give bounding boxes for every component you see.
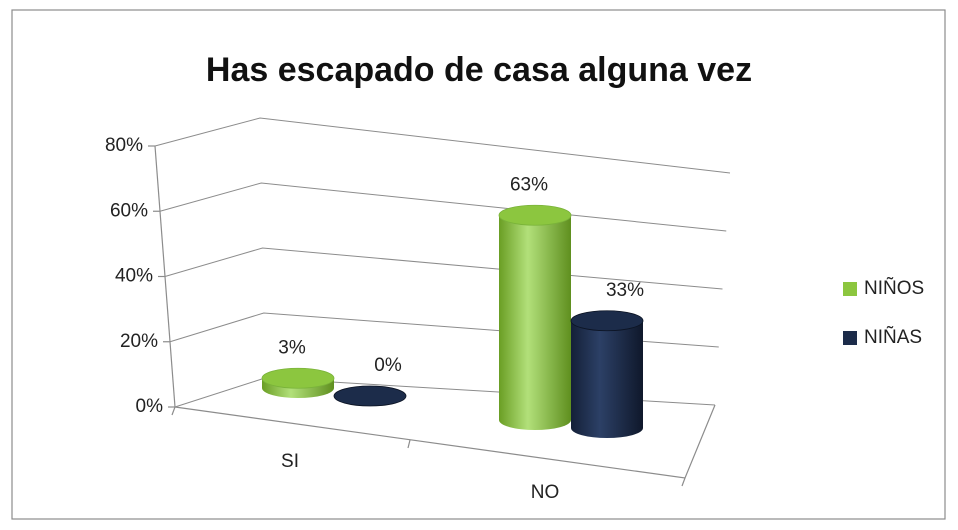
y-tick-label: 0% <box>136 396 164 417</box>
y-tick-label: 40% <box>115 266 153 287</box>
legend-label: NIÑOS <box>864 277 924 299</box>
cylinder <box>570 310 644 438</box>
x-tick-label: NO <box>531 482 560 503</box>
data-label: 33% <box>606 280 644 301</box>
data-label: 0% <box>374 355 402 376</box>
y-tick-label: 60% <box>110 200 148 221</box>
cylinder <box>261 367 335 398</box>
data-label: 3% <box>278 337 306 358</box>
chart-border <box>11 9 946 520</box>
bar-top <box>333 385 407 407</box>
chart-title: Has escapado de casa alguna vez <box>206 51 752 89</box>
bar-top <box>498 204 572 226</box>
bar-top <box>570 310 644 332</box>
cylinder <box>498 204 572 430</box>
data-label: 63% <box>510 174 548 195</box>
x-axis <box>171 404 716 487</box>
legend-swatch <box>843 282 857 296</box>
grid-line <box>154 117 731 174</box>
cylinder <box>333 385 407 407</box>
bar-top <box>261 367 335 389</box>
legend-swatch <box>843 331 857 345</box>
y-tick-label: 80% <box>105 135 143 156</box>
y-tick-label: 20% <box>120 331 158 352</box>
legend-label: NIÑAS <box>864 326 922 348</box>
x-tick-label: SI <box>281 451 299 472</box>
bar <box>571 320 643 438</box>
bar <box>499 215 571 430</box>
